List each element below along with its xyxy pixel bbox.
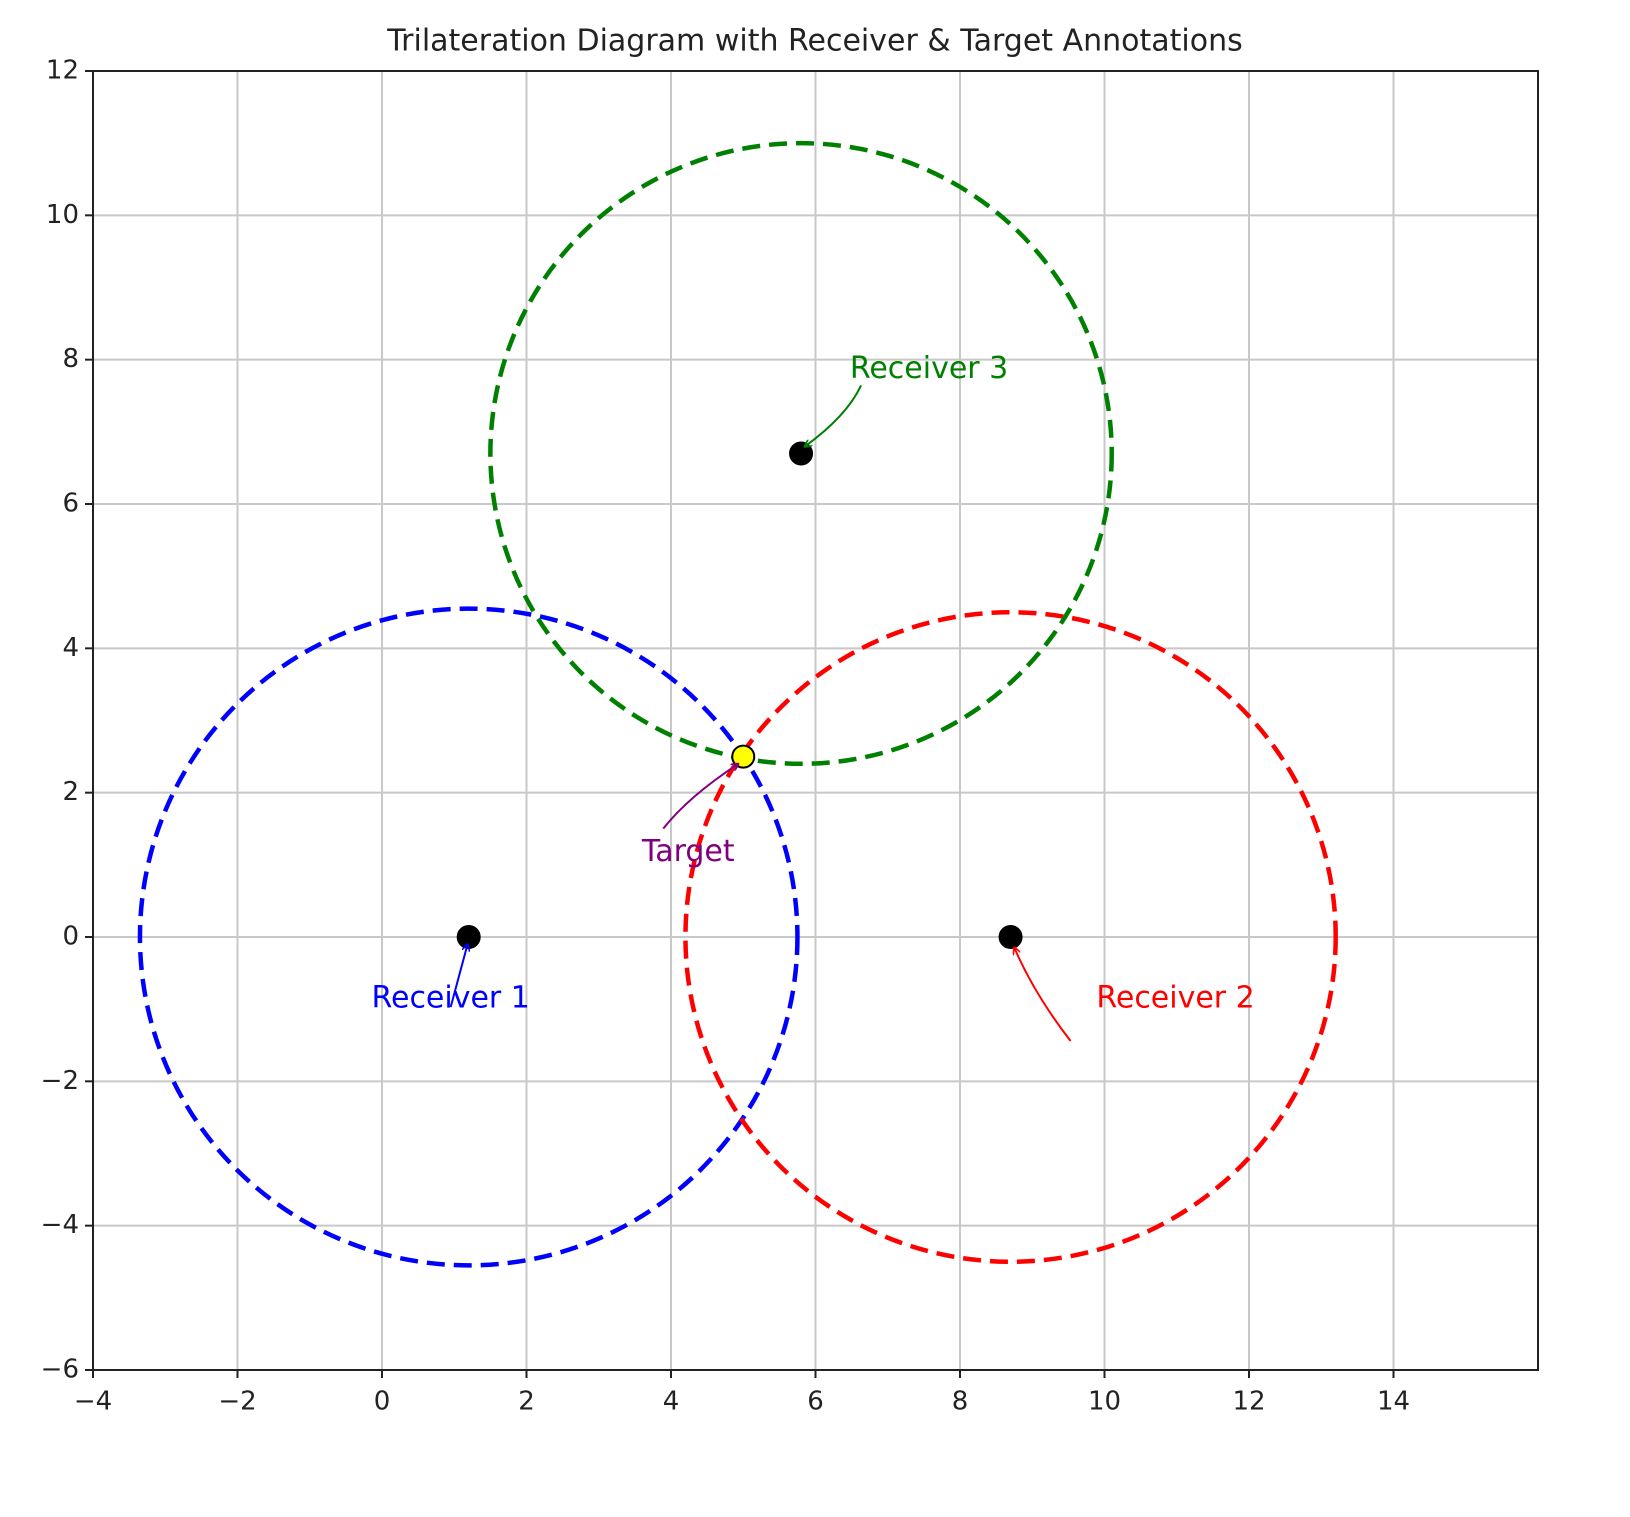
plot-frame (92, 70, 1539, 1371)
range-circle (137, 606, 800, 1268)
x-tick-label: 12 (1232, 1387, 1265, 1417)
annotation-arrow (1014, 947, 1072, 1042)
y-tick-label: −2 (41, 1066, 79, 1096)
y-tick-label: −6 (41, 1355, 79, 1385)
y-tick-label: 12 (46, 56, 79, 86)
y-tick-label: 0 (62, 922, 79, 952)
annotation-label: Receiver 3 (850, 351, 1008, 386)
y-tick-label: 8 (62, 344, 79, 374)
x-tick-label: −4 (74, 1387, 112, 1417)
annotation-arrow (662, 764, 738, 830)
point (789, 441, 814, 466)
point (456, 925, 481, 949)
y-tick-label: 10 (46, 200, 79, 230)
annotation-arrow (449, 944, 468, 1008)
range-circle (488, 140, 1114, 767)
y-tick-label: 4 (62, 633, 79, 663)
y-tick-label: 6 (62, 489, 79, 519)
x-tick-label: 4 (663, 1387, 680, 1417)
range-circle (683, 610, 1338, 1264)
y-tick-label: −4 (41, 1210, 79, 1240)
point (731, 744, 756, 769)
x-tick-label: −2 (218, 1387, 256, 1417)
annotation-arrow (805, 385, 862, 446)
y-tick-label: 2 (62, 777, 79, 807)
chart-title: Trilateration Diagram with Receiver & Ta… (386, 24, 1243, 59)
x-tick-label: 2 (518, 1387, 535, 1417)
point (998, 925, 1023, 949)
x-tick-label: 8 (952, 1387, 969, 1417)
x-tick-label: 0 (374, 1387, 391, 1417)
x-tick-label: 10 (1088, 1387, 1121, 1417)
annotation-label: Target (641, 834, 735, 869)
annotation-label: Receiver 1 (371, 981, 529, 1016)
x-tick-label: 14 (1377, 1387, 1410, 1417)
x-tick-label: 6 (807, 1387, 824, 1417)
annotation-label: Receiver 2 (1096, 981, 1254, 1016)
